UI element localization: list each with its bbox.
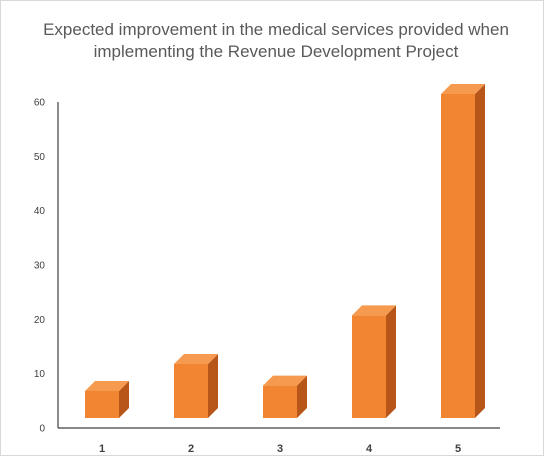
bar-side-face: [475, 84, 485, 418]
bar-top-face: [85, 381, 129, 391]
chart-title-line-1: Expected improvement in the medical serv…: [43, 20, 509, 39]
bar: [174, 354, 218, 418]
bar: [441, 84, 485, 418]
y-axis-ticks: 0 10 20 30 40 50 60: [34, 98, 46, 435]
y-tick-label: 40: [34, 206, 46, 217]
bar-top-face: [441, 84, 485, 94]
bar-top-face: [352, 305, 396, 316]
x-category-label: 4: [366, 443, 373, 455]
bars: [85, 84, 485, 418]
y-tick-label: 30: [34, 261, 46, 272]
bar-front-face: [263, 385, 297, 418]
bar-top-face: [263, 375, 307, 386]
y-tick-label: 20: [34, 315, 46, 326]
bar: [263, 375, 307, 418]
y-tick-label: 50: [34, 152, 46, 163]
y-tick-label: 10: [34, 369, 46, 380]
chart-title: Expected improvement in the medical serv…: [41, 19, 511, 63]
axes: [57, 102, 500, 429]
chart-title-line-2: implementing the Revenue Development Pro…: [93, 42, 459, 61]
x-category-label: 2: [188, 443, 194, 455]
x-category-label: 1: [99, 443, 105, 455]
y-tick-label: 60: [34, 98, 46, 109]
y-tick-label: 0: [39, 424, 45, 435]
bar-top-face: [174, 354, 218, 364]
x-category-label: 5: [455, 443, 461, 455]
bar-side-face: [386, 305, 396, 418]
x-axis-categories: 1 2 3 4 5: [99, 443, 461, 455]
bar-side-face: [297, 375, 307, 418]
bar-front-face: [352, 315, 386, 418]
bar-front-face: [174, 364, 208, 418]
bar: [85, 381, 129, 418]
bar-front-face: [441, 94, 475, 418]
bar-side-face: [208, 354, 218, 418]
bar-side-face: [119, 381, 129, 418]
bar: [352, 305, 396, 418]
bar-front-face: [85, 391, 119, 418]
x-category-label: 3: [277, 443, 283, 455]
